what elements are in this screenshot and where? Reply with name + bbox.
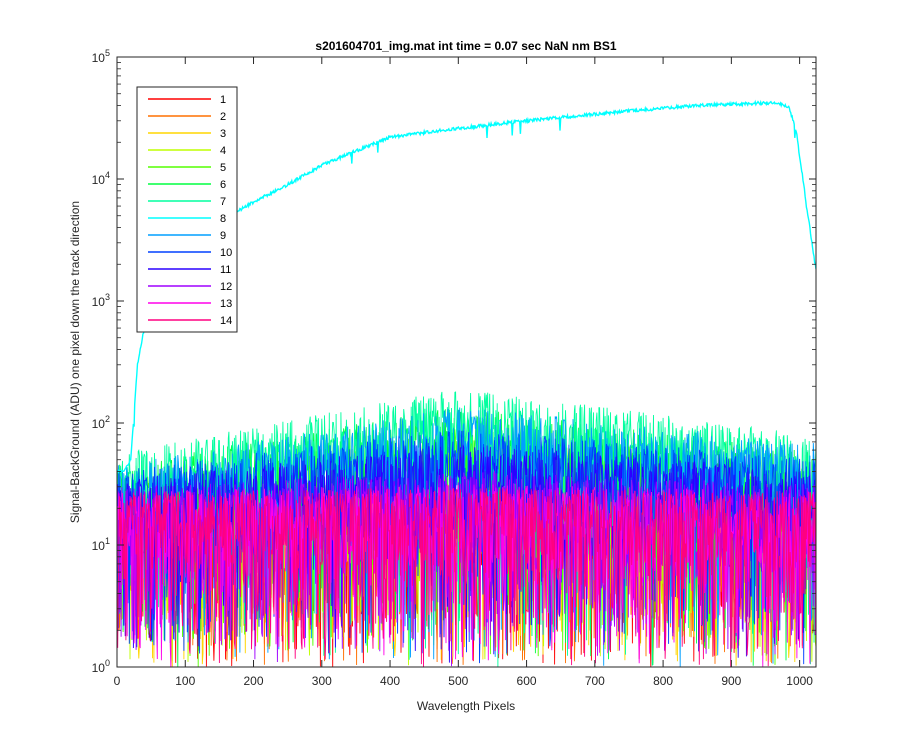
legend-label-2: 2 [220, 111, 226, 123]
y-tick-label: 103 [92, 292, 110, 309]
series-layer [117, 99, 816, 667]
y-tick-label: 100 [92, 658, 110, 675]
series-line-10 [117, 430, 816, 665]
axes-box [116, 56, 817, 668]
legend-label-13: 13 [220, 298, 232, 310]
x-tick-label: 1000 [786, 674, 813, 688]
legend-label-10: 10 [220, 247, 232, 259]
y-tick-label-base: 10 [92, 661, 106, 675]
y-tick-label-exponent: 1 [105, 536, 110, 546]
x-tick-label: 100 [175, 674, 195, 688]
legend-label-6: 6 [220, 179, 226, 191]
x-tick-label: 400 [380, 674, 400, 688]
x-tick-label: 600 [517, 674, 537, 688]
x-tick-label: 700 [585, 674, 605, 688]
x-axis-label: Wavelength Pixels [417, 699, 515, 713]
y-tick-label: 101 [92, 536, 110, 553]
y-tick-label-base: 10 [92, 173, 106, 187]
legend-box [136, 86, 238, 333]
series-line-14 [117, 488, 816, 667]
y-axis-label: Signal-BackGround (ADU) one pixel down t… [68, 201, 82, 523]
legend-label-9: 9 [220, 230, 226, 242]
y-tick-label: 104 [92, 170, 110, 187]
y-tick-label: 105 [92, 48, 110, 65]
x-tick-label: 800 [653, 674, 673, 688]
y-tick-label-base: 10 [92, 539, 106, 553]
x-tick-label: 300 [312, 674, 332, 688]
y-tick-label-exponent: 0 [105, 658, 110, 668]
series-line-7 [117, 391, 816, 667]
legend-label-1: 1 [220, 94, 226, 106]
legend-label-3: 3 [220, 128, 226, 140]
y-tick-label-exponent: 4 [105, 170, 110, 180]
x-tick-label: 200 [244, 674, 264, 688]
y-tick-label-exponent: 3 [105, 292, 110, 302]
legend-label-5: 5 [220, 162, 226, 174]
x-tick-label: 0 [114, 674, 121, 688]
legend-label-11: 11 [220, 264, 231, 276]
legend-label-14: 14 [220, 315, 232, 327]
y-tick-label: 102 [92, 414, 110, 431]
y-tick-label-base: 10 [92, 417, 106, 431]
x-tick-label: 500 [448, 674, 468, 688]
x-axis: 0 100 200 300 400 500 600 700 800 900 1000 [114, 57, 813, 688]
y-tick-label-base: 10 [92, 51, 106, 65]
legend-label-4: 4 [220, 145, 226, 157]
series-line-13 [117, 484, 816, 667]
y-tick-label-exponent: 5 [105, 48, 110, 58]
x-tick-label: 900 [721, 674, 741, 688]
legend-label-7: 7 [220, 196, 226, 208]
y-tick-label-base: 10 [92, 295, 106, 309]
chart-title: s201604701_img.mat int time = 0.07 sec N… [315, 39, 616, 53]
y-tick-label-exponent: 2 [105, 414, 110, 424]
legend-label-8: 8 [220, 213, 226, 225]
plot-area [116, 56, 817, 668]
legend-label-12: 12 [220, 281, 232, 293]
